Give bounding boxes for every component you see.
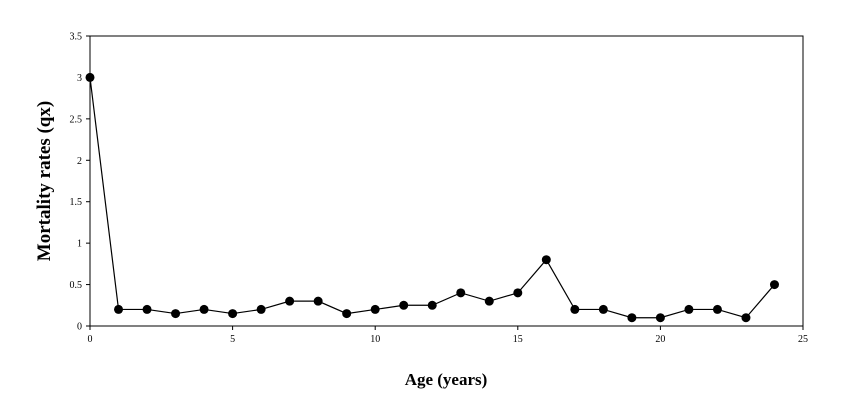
data-point bbox=[427, 300, 437, 310]
x-tick-label: 10 bbox=[370, 334, 380, 345]
data-point bbox=[114, 304, 124, 314]
data-point bbox=[541, 255, 551, 265]
data-point bbox=[313, 296, 323, 306]
y-tick-label: 3.5 bbox=[70, 32, 83, 43]
y-tick-label: 3 bbox=[77, 73, 82, 84]
data-point bbox=[199, 304, 209, 314]
x-tick-label: 25 bbox=[798, 334, 808, 345]
data-point bbox=[370, 304, 380, 314]
y-axis-ticks: 0 0.5 1 1.5 2 2.5 3 3.5 bbox=[70, 32, 90, 333]
data-point bbox=[513, 288, 523, 298]
y-tick-label: 0.5 bbox=[70, 280, 83, 291]
y-axis-title: Mortality rates (qx) bbox=[34, 101, 55, 261]
x-axis-title: Age (years) bbox=[405, 370, 488, 389]
data-point bbox=[456, 288, 466, 298]
data-point bbox=[399, 300, 409, 310]
data-point bbox=[712, 304, 722, 314]
y-tick-label: 1.5 bbox=[70, 197, 83, 208]
data-points bbox=[85, 72, 779, 323]
data-point bbox=[627, 313, 637, 323]
data-point bbox=[655, 313, 665, 323]
x-axis-ticks: 0 5 10 15 20 25 bbox=[88, 326, 808, 345]
data-point bbox=[741, 313, 751, 323]
data-point bbox=[285, 296, 295, 306]
plot-area bbox=[89, 35, 804, 327]
data-point bbox=[598, 304, 608, 314]
y-tick-label: 0 bbox=[77, 322, 82, 333]
data-point bbox=[142, 304, 152, 314]
x-tick-label: 5 bbox=[230, 334, 235, 345]
data-point bbox=[570, 304, 580, 314]
data-point bbox=[769, 280, 779, 290]
x-tick-label: 15 bbox=[513, 334, 523, 345]
data-point bbox=[228, 309, 238, 319]
data-point bbox=[684, 304, 694, 314]
y-tick-label: 1 bbox=[77, 239, 82, 250]
data-point bbox=[256, 304, 266, 314]
x-tick-label: 20 bbox=[655, 334, 665, 345]
y-tick-label: 2 bbox=[77, 156, 82, 167]
y-tick-label: 2.5 bbox=[70, 114, 83, 125]
data-point bbox=[342, 309, 352, 319]
data-point bbox=[171, 309, 181, 319]
x-tick-label: 0 bbox=[88, 334, 93, 345]
data-point bbox=[484, 296, 494, 306]
data-point bbox=[85, 72, 95, 82]
